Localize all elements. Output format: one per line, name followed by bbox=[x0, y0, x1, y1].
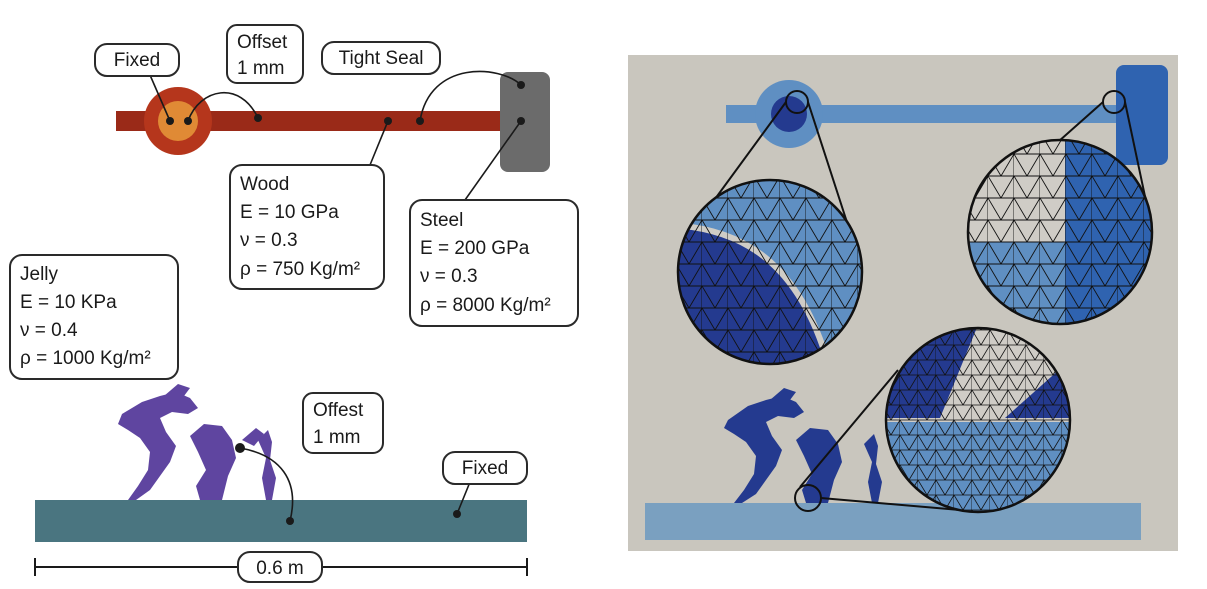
svg-text:ν = 0.3: ν = 0.3 bbox=[420, 266, 478, 287]
pivot-inner bbox=[158, 101, 198, 141]
sim-dragon-icon bbox=[724, 388, 882, 503]
fixed-label-bottom: Fixed bbox=[442, 451, 528, 485]
svg-text:ρ = 8000 Kg/m²: ρ = 8000 Kg/m² bbox=[420, 295, 551, 316]
svg-text:Offest: Offest bbox=[313, 400, 364, 421]
steel-label: Steel E = 200 GPa ν = 0.3 ρ = 8000 Kg/m² bbox=[409, 199, 579, 327]
jelly-label: Jelly E = 10 KPa ν = 0.4 ρ = 1000 Kg/m² bbox=[9, 254, 179, 380]
svg-text:1 mm: 1 mm bbox=[237, 58, 285, 79]
svg-text:1 mm: 1 mm bbox=[313, 427, 361, 448]
svg-text:Fixed: Fixed bbox=[462, 458, 508, 479]
svg-text:Tight Seal: Tight Seal bbox=[339, 48, 424, 69]
svg-text:Fixed: Fixed bbox=[114, 50, 160, 71]
offset-label-top: Offset 1 mm bbox=[226, 24, 304, 84]
zoom-circle-pivot bbox=[676, 178, 864, 366]
ground-slab bbox=[35, 500, 527, 542]
sim-ground bbox=[645, 503, 1141, 540]
sim-bar bbox=[726, 105, 1138, 123]
svg-text:E = 10 KPa: E = 10 KPa bbox=[20, 292, 117, 313]
zoom-circle-contact bbox=[884, 326, 1072, 514]
svg-text:E = 200 GPa: E = 200 GPa bbox=[420, 238, 530, 259]
dragon-icon bbox=[118, 384, 276, 500]
svg-text:Offset: Offset bbox=[237, 32, 288, 53]
svg-text:ρ = 750 Kg/m²: ρ = 750 Kg/m² bbox=[240, 259, 360, 280]
svg-text:ν = 0.4: ν = 0.4 bbox=[20, 320, 78, 341]
zoom-circle-seal bbox=[966, 138, 1154, 326]
wood-label: Wood E = 10 GPa ν = 0.3 ρ = 750 Kg/m² bbox=[229, 164, 385, 290]
setup-diagram: Fixed Offset 1 mm Tight Seal Wood E = 10… bbox=[9, 24, 579, 583]
fixed-label-top: Fixed bbox=[94, 43, 180, 77]
simulation-render bbox=[628, 55, 1178, 551]
svg-text:ρ = 1000 Kg/m²: ρ = 1000 Kg/m² bbox=[20, 348, 151, 369]
svg-text:0.6 m: 0.6 m bbox=[256, 558, 304, 579]
offset-label-bottom: Offest 1 mm bbox=[302, 392, 384, 454]
tight-seal-label: Tight Seal bbox=[321, 41, 441, 75]
svg-text:Steel: Steel bbox=[420, 210, 463, 231]
dimension-line: 0.6 m bbox=[34, 551, 528, 583]
svg-text:E = 10 GPa: E = 10 GPa bbox=[240, 202, 339, 223]
sim-pivot-inner bbox=[771, 96, 807, 132]
sim-steel-block bbox=[1116, 65, 1168, 165]
steel-block bbox=[500, 72, 550, 172]
svg-text:ν = 0.3: ν = 0.3 bbox=[240, 230, 298, 251]
svg-text:Jelly: Jelly bbox=[20, 264, 59, 285]
wood-bar bbox=[116, 111, 516, 131]
svg-text:Wood: Wood bbox=[240, 174, 289, 195]
